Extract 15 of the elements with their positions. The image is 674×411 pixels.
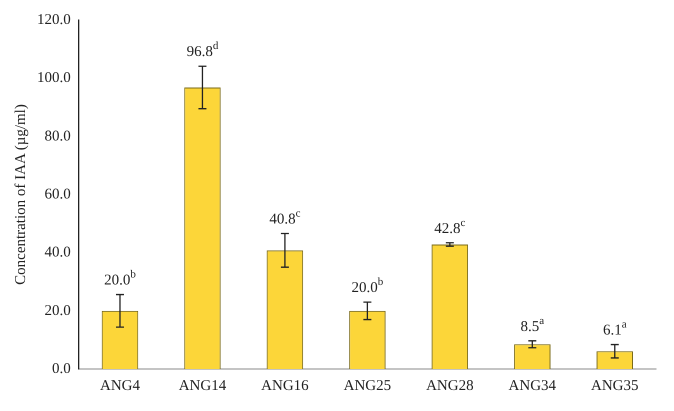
x-tick-label: ANG25 [344,378,392,394]
x-tick-label: ANG34 [508,378,557,394]
x-tick-label: ANG35 [591,378,639,394]
y-tick-label: 20.0 [44,302,71,319]
x-tick-label: ANG28 [426,378,474,394]
x-tick-label: ANG4 [100,378,140,394]
y-tick-label: 60.0 [44,186,71,202]
y-axis-title: Concentration of IAA (µg/ml) [12,104,29,285]
x-tick-label: ANG16 [261,378,310,394]
y-tick-label: 0.0 [52,360,71,377]
y-tick-label: 80.0 [44,128,71,144]
y-tick-label: 120.0 [37,12,71,28]
y-tick-label: 100.0 [37,70,71,86]
y-tick-label: 40.0 [44,244,71,261]
x-tick-label: ANG14 [178,378,227,394]
